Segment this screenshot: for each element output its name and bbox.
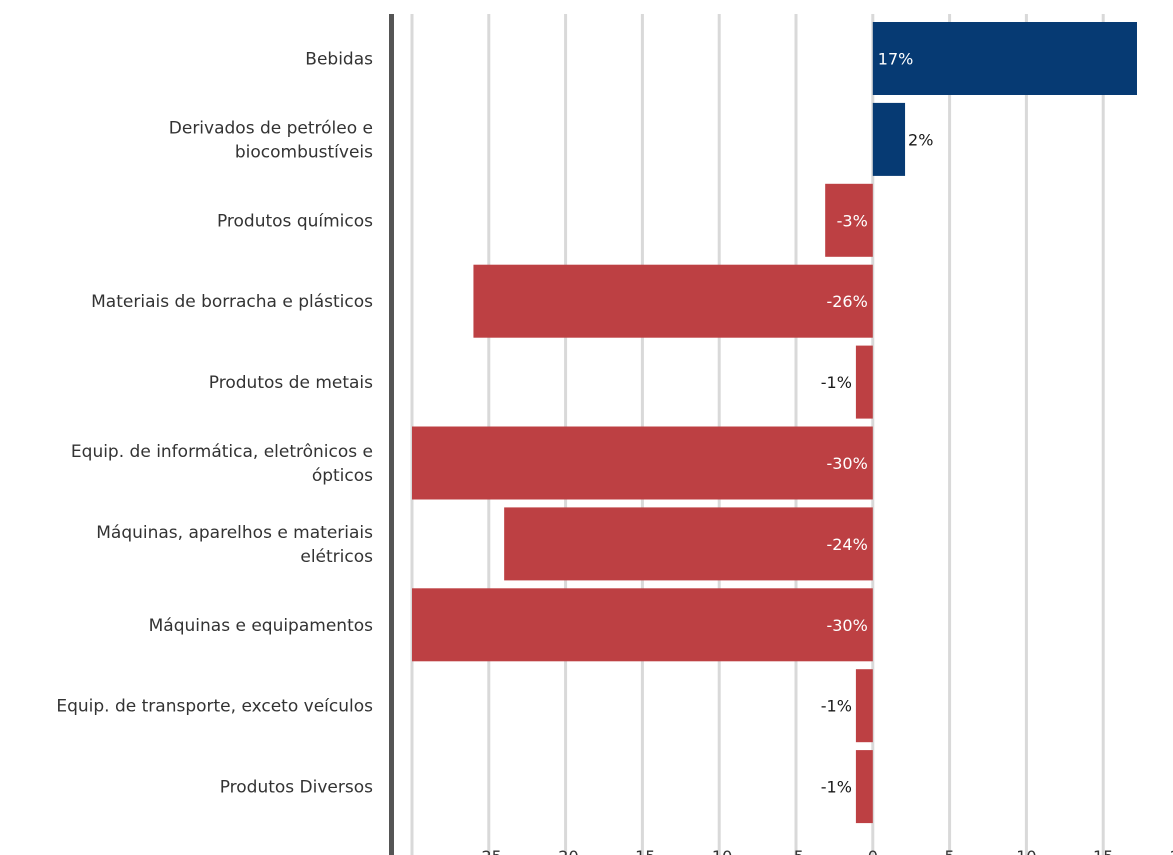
category-label: Produtos de metais [209,373,373,393]
bar [872,22,1137,95]
category-label: Derivados de petróleo e [169,118,373,138]
category-label: Produtos Diversos [220,778,373,798]
category-label: Materiais de borracha e plásticos [91,292,373,312]
x-tick-label: -25 [476,847,502,855]
data-label: -26% [826,292,867,311]
data-label: -1% [821,697,852,716]
data-label: -1% [821,778,852,797]
data-label: -3% [837,211,868,230]
data-label: -24% [826,535,867,554]
x-tick-label: 10 [1016,847,1036,855]
category-label: biocombustíveis [235,142,373,162]
data-label: 17% [878,50,914,69]
data-label: -1% [821,373,852,392]
category-label: elétricos [300,547,373,567]
bar [855,750,873,824]
category-labels: Bebidas Derivados de petróleo e biocombust… [56,50,373,798]
category-label: Máquinas, aparelhos e materiais [96,523,373,543]
bar [412,588,873,662]
category-label: Equip. de informática, eletrônicos e [71,442,373,462]
x-tick-label: 5 [945,847,955,855]
x-tick-label: -10 [706,847,732,855]
x-tick-label: 20 [1170,847,1173,855]
data-label: -30% [826,616,867,635]
category-label: Bebidas [305,50,373,70]
x-tick-label: -15 [629,847,655,855]
category-label: Máquinas e equipamentos [149,616,374,636]
bar [872,102,906,176]
x-tick-label: -5 [788,847,804,855]
data-label: 2% [908,130,933,149]
category-label: Equip. de transporte, exceto veículos [56,697,373,717]
y-axis-line [389,14,394,855]
bar [412,426,873,500]
bar [825,183,873,257]
bar [855,669,873,743]
data-label: -30% [826,454,867,473]
x-tick-label: -20 [553,847,579,855]
x-tick-label: 0 [868,847,878,855]
x-tick-label: 15 [1093,847,1113,855]
category-label: ópticos [312,466,373,486]
x-axis-ticks: -25 -20 -15 -10 -5 0 5 10 15 20 [476,847,1173,855]
bars: 17% 2% -3% -26% -1% -30% -24% -30% -1% -1% [412,22,1137,824]
bar [504,507,873,581]
bar [473,264,873,338]
category-label: Produtos químicos [217,211,373,231]
bar [855,345,873,419]
